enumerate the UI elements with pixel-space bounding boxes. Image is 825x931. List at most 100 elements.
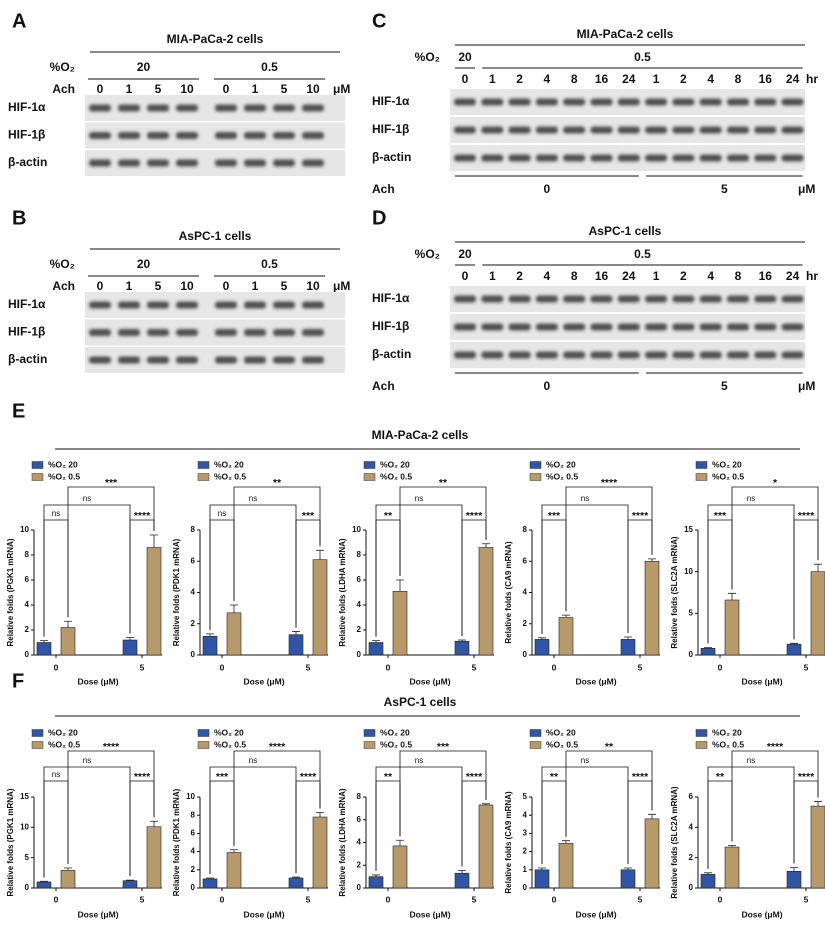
band bbox=[727, 323, 749, 331]
bar bbox=[620, 639, 636, 656]
error-bar bbox=[648, 558, 656, 562]
lane-label: 24 bbox=[786, 72, 800, 86]
bar bbox=[312, 559, 328, 656]
bar bbox=[60, 627, 76, 656]
band bbox=[699, 295, 722, 303]
significance-bracket bbox=[67, 486, 155, 618]
error-bar bbox=[316, 812, 324, 818]
lane-label: 0 bbox=[223, 279, 230, 293]
legend-label: %O₂ 20 bbox=[712, 459, 742, 469]
group-label: 5 bbox=[721, 379, 728, 393]
band bbox=[617, 98, 640, 106]
band bbox=[754, 295, 777, 303]
group-label: 0.5 bbox=[261, 257, 278, 271]
y-tick-label: 2 bbox=[689, 853, 694, 862]
significance-bracket bbox=[627, 519, 653, 634]
band bbox=[176, 132, 198, 139]
band bbox=[590, 154, 613, 162]
band bbox=[118, 301, 140, 309]
y-tick-label: 0 bbox=[357, 883, 362, 892]
legend-swatch bbox=[31, 741, 44, 749]
y-tick-label: 6 bbox=[191, 829, 196, 838]
lane-label: 24 bbox=[622, 72, 636, 86]
bar-chart: 0 2 4 6 8 10 0 5 Dose (μM) Relative folds (PDK1 m… bbox=[172, 727, 328, 919]
significance-label: *** bbox=[437, 741, 450, 753]
significance-bracket bbox=[43, 780, 69, 878]
band bbox=[754, 154, 777, 162]
legend-swatch bbox=[197, 741, 210, 749]
bar bbox=[454, 872, 470, 889]
band bbox=[617, 154, 640, 162]
lane-label: 5 bbox=[281, 82, 288, 96]
bar bbox=[146, 547, 162, 656]
blot-title: AsPC-1 cells bbox=[179, 229, 252, 243]
band bbox=[244, 301, 266, 309]
legend-label: %O₂ 0.5 bbox=[712, 471, 744, 481]
significance-bracket bbox=[461, 519, 487, 636]
error-bar bbox=[728, 592, 736, 600]
error-bar bbox=[538, 637, 546, 640]
band bbox=[176, 301, 198, 309]
band bbox=[535, 323, 558, 331]
significance-bracket bbox=[375, 780, 401, 871]
bar-chart: 0 5 10 15 0 5 Dose (μM) Relative folds (PGK1 mR… bbox=[6, 727, 162, 919]
band bbox=[454, 295, 476, 303]
bar bbox=[36, 881, 52, 889]
error-bar bbox=[150, 534, 158, 548]
band bbox=[645, 295, 668, 303]
band bbox=[147, 329, 169, 336]
band bbox=[89, 104, 111, 112]
x-tick-label: 0 bbox=[552, 894, 557, 904]
band bbox=[215, 301, 237, 309]
bar bbox=[226, 612, 242, 656]
y-tick-label: 8 bbox=[191, 525, 196, 534]
legend-label: %O₂ 0.5 bbox=[546, 471, 578, 481]
band bbox=[727, 98, 749, 106]
significance-label: ns bbox=[747, 494, 755, 503]
y-tick-label: 10 bbox=[20, 822, 29, 831]
blot-strip bbox=[450, 117, 805, 143]
x-tick-label: 0 bbox=[386, 662, 391, 672]
band bbox=[727, 351, 749, 359]
y-tick-label: 0 bbox=[523, 650, 528, 659]
significance-label: **** bbox=[466, 510, 483, 522]
bar bbox=[786, 643, 802, 656]
blot-row-label: β-actin bbox=[372, 347, 411, 361]
legend-label: %O₂ 20 bbox=[546, 459, 576, 469]
error-bar bbox=[150, 820, 158, 827]
error-bar bbox=[206, 877, 214, 879]
band bbox=[273, 301, 295, 309]
lane-label: 16 bbox=[595, 269, 609, 283]
blot-row-label: HIF-1α bbox=[8, 100, 46, 114]
significance-label: ** bbox=[550, 771, 559, 783]
error-bar bbox=[704, 872, 712, 875]
bar bbox=[202, 635, 218, 656]
group-label: 0 bbox=[544, 182, 551, 196]
lane-label: 10 bbox=[180, 279, 194, 293]
bar bbox=[122, 880, 138, 889]
legend-swatch bbox=[197, 461, 210, 469]
error-bar bbox=[458, 869, 466, 874]
error-bar bbox=[624, 867, 632, 870]
band bbox=[727, 126, 749, 134]
legend-swatch bbox=[197, 473, 210, 481]
band bbox=[147, 301, 169, 309]
legend-swatch bbox=[363, 461, 376, 469]
legend-swatch bbox=[695, 741, 708, 749]
significance-bracket bbox=[43, 504, 131, 637]
legend-swatch bbox=[363, 741, 376, 749]
band bbox=[89, 329, 111, 336]
band bbox=[118, 104, 140, 112]
band bbox=[89, 356, 111, 364]
lane-label: 2 bbox=[516, 269, 523, 283]
row-label: %O₂ bbox=[50, 257, 75, 271]
x-tick-label: 5 bbox=[638, 894, 643, 904]
unit-label: μM bbox=[798, 182, 815, 196]
significance-label: * bbox=[773, 477, 778, 489]
group-label: 0.5 bbox=[634, 50, 651, 64]
band bbox=[672, 295, 695, 303]
error-bar bbox=[482, 543, 490, 548]
band bbox=[535, 154, 558, 162]
band bbox=[508, 323, 531, 331]
y-tick-label: 2 bbox=[523, 619, 528, 628]
